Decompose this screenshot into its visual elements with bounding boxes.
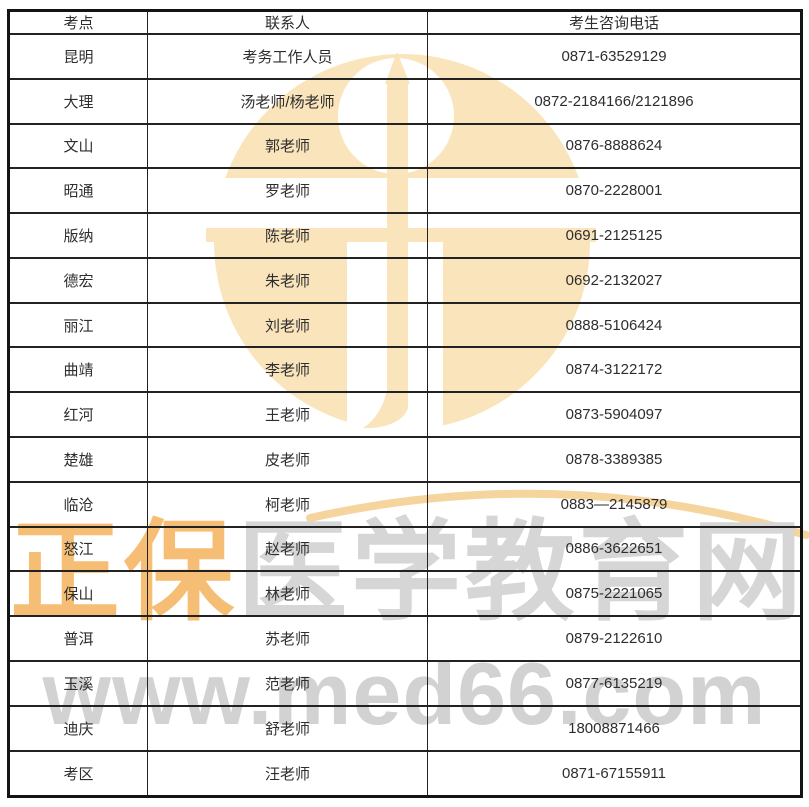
exam-site-cell: 大理	[8, 77, 148, 125]
phone-cell: 0692-2132027	[427, 256, 802, 304]
contact-cell: 汪老师	[147, 749, 428, 798]
phone-cell: 0876-8888624	[427, 122, 802, 170]
column-header-contact: 联系人	[147, 9, 428, 35]
table-row: 迪庆 舒老师 18008871466	[8, 704, 802, 752]
exam-site-cell: 版纳	[8, 212, 148, 259]
contact-cell: 苏老师	[147, 615, 428, 662]
contact-cell: 汤老师/杨老师	[147, 77, 428, 125]
exam-site-cell: 德宏	[8, 256, 148, 304]
table-row: 玉溪 范老师 0877-6135219	[8, 659, 802, 707]
exam-site-cell: 文山	[8, 122, 148, 170]
phone-cell: 0871-63529129	[427, 33, 802, 80]
phone-cell: 0878-3389385	[427, 436, 802, 483]
table-row: 曲靖 李老师 0874-3122172	[8, 346, 802, 394]
contact-cell: 郭老师	[147, 122, 428, 170]
contact-cell: 考务工作人员	[147, 33, 428, 80]
contact-cell: 赵老师	[147, 525, 428, 573]
contact-cell: 舒老师	[147, 704, 428, 752]
contact-cell: 王老师	[147, 391, 428, 439]
contact-cell: 柯老师	[147, 480, 428, 528]
exam-site-cell: 迪庆	[8, 704, 148, 752]
contact-cell: 陈老师	[147, 212, 428, 259]
exam-site-cell: 保山	[8, 570, 148, 618]
exam-site-cell: 昆明	[8, 33, 148, 80]
table-header-row: 考点 联系人 考生咨询电话	[8, 9, 802, 35]
table-row: 丽江 刘老师 0888-5106424	[8, 301, 802, 349]
phone-cell: 0871-67155911	[427, 749, 802, 798]
contact-cell: 朱老师	[147, 256, 428, 304]
phone-cell: 0874-3122172	[427, 346, 802, 394]
contact-cell: 范老师	[147, 659, 428, 707]
phone-cell: 0691-2125125	[427, 212, 802, 259]
exam-site-cell: 普洱	[8, 615, 148, 662]
exam-site-cell: 玉溪	[8, 659, 148, 707]
phone-cell: 18008871466	[427, 704, 802, 752]
table-row: 普洱 苏老师 0879-2122610	[8, 615, 802, 662]
exam-site-cell: 考区	[8, 749, 148, 798]
contact-cell: 罗老师	[147, 167, 428, 215]
table-row: 考区 汪老师 0871-67155911	[8, 749, 802, 798]
exam-site-cell: 昭通	[8, 167, 148, 215]
phone-cell: 0888-5106424	[427, 301, 802, 349]
phone-cell: 0877-6135219	[427, 659, 802, 707]
table-row: 楚雄 皮老师 0878-3389385	[8, 436, 802, 483]
phone-cell: 0883—2145879	[427, 480, 802, 528]
column-header-phone: 考生咨询电话	[427, 9, 802, 35]
phone-cell: 0875-2221065	[427, 570, 802, 618]
table-row: 临沧 柯老师 0883—2145879	[8, 480, 802, 528]
table-row: 昭通 罗老师 0870-2228001	[8, 167, 802, 215]
table-row: 文山 郭老师 0876-8888624	[8, 122, 802, 170]
table-row: 德宏 朱老师 0692-2132027	[8, 256, 802, 304]
phone-cell: 0879-2122610	[427, 615, 802, 662]
exam-site-cell: 楚雄	[8, 436, 148, 483]
contact-cell: 林老师	[147, 570, 428, 618]
table-row: 昆明 考务工作人员 0871-63529129	[8, 33, 802, 80]
exam-site-cell: 曲靖	[8, 346, 148, 394]
contact-cell: 皮老师	[147, 436, 428, 483]
table-body: 昆明 考务工作人员 0871-63529129 大理 汤老师/杨老师 0872-21841…	[8, 33, 802, 798]
phone-cell: 0870-2228001	[427, 167, 802, 215]
contact-table: 考点 联系人 考生咨询电话 昆明 考务工作人员 0871-63529129 大理 汤老师…	[7, 9, 803, 798]
table-row: 怒江 赵老师 0886-3622651	[8, 525, 802, 573]
exam-site-cell: 怒江	[8, 525, 148, 573]
contact-cell: 李老师	[147, 346, 428, 394]
phone-cell: 0872-2184166/2121896	[427, 77, 802, 125]
exam-site-cell: 红河	[8, 391, 148, 439]
phone-cell: 0886-3622651	[427, 525, 802, 573]
table-row: 版纳 陈老师 0691-2125125	[8, 212, 802, 259]
column-header-exam-site: 考点	[8, 9, 148, 35]
table-row: 大理 汤老师/杨老师 0872-2184166/2121896	[8, 77, 802, 125]
exam-site-cell: 丽江	[8, 301, 148, 349]
exam-site-cell: 临沧	[8, 480, 148, 528]
contact-cell: 刘老师	[147, 301, 428, 349]
table-row: 红河 王老师 0873-5904097	[8, 391, 802, 439]
table-row: 保山 林老师 0875-2221065	[8, 570, 802, 618]
phone-cell: 0873-5904097	[427, 391, 802, 439]
